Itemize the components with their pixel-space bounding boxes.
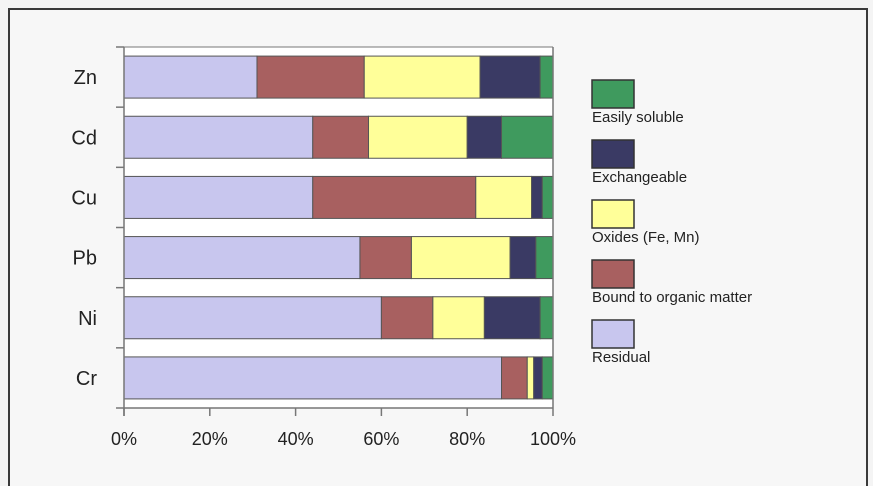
x-tick-label: 80% xyxy=(449,429,485,449)
bar-cr-exchangeable xyxy=(533,356,543,400)
bar-cr-residual xyxy=(123,356,503,400)
bar-ni-easily-soluble xyxy=(539,296,554,340)
bar-zn-oxides-fe-mn xyxy=(363,55,481,99)
legend-label: Residual xyxy=(592,349,650,366)
category-label: Cd xyxy=(71,127,97,149)
legend-label: Bound to organic matter xyxy=(592,289,752,306)
bar-cd-residual xyxy=(123,115,314,159)
bar-cd-bound-to-organic-matter xyxy=(312,115,370,159)
bar-zn-easily-soluble xyxy=(539,55,554,99)
category-label: Pb xyxy=(73,248,97,270)
category-label: Cr xyxy=(76,368,97,390)
bar-zn-bound-to-organic-matter xyxy=(256,55,365,99)
bar-cd-exchangeable xyxy=(466,115,503,159)
legend-label: Oxides (Fe, Mn) xyxy=(592,229,700,246)
legend-swatch xyxy=(591,199,635,229)
plot-area xyxy=(124,47,553,408)
legend-swatch xyxy=(591,259,635,289)
bar-pb-easily-soluble xyxy=(535,236,554,280)
bar-cr-bound-to-organic-matter xyxy=(501,356,528,400)
legend-swatch xyxy=(591,79,635,109)
bar-ni-residual xyxy=(123,296,382,340)
bar-cr-oxides-fe-mn xyxy=(526,356,535,400)
category-label: Cu xyxy=(71,187,97,209)
legend-swatch xyxy=(591,319,635,349)
bar-ni-oxides-fe-mn xyxy=(432,296,485,340)
legend-label: Easily soluble xyxy=(592,109,684,126)
bar-cu-oxides-fe-mn xyxy=(475,175,533,219)
x-tick-label: 60% xyxy=(363,429,399,449)
bar-pb-residual xyxy=(123,236,361,280)
bar-zn-residual xyxy=(123,55,258,99)
bar-cu-bound-to-organic-matter xyxy=(312,175,477,219)
x-tick-label: 20% xyxy=(192,429,228,449)
x-tick-label: 0% xyxy=(111,429,137,449)
bar-cu-easily-soluble xyxy=(541,175,554,219)
bar-pb-exchangeable xyxy=(509,236,537,280)
bar-cd-oxides-fe-mn xyxy=(368,115,468,159)
bar-cu-residual xyxy=(123,175,314,219)
bar-ni-bound-to-organic-matter xyxy=(380,296,434,340)
category-label: Ni xyxy=(78,308,97,330)
bar-cd-easily-soluble xyxy=(501,115,554,159)
bar-cr-easily-soluble xyxy=(541,356,554,400)
x-tick-label: 40% xyxy=(278,429,314,449)
bar-pb-bound-to-organic-matter xyxy=(359,236,412,280)
legend-swatch xyxy=(591,139,635,169)
category-label: Zn xyxy=(74,67,97,89)
legend-label: Exchangeable xyxy=(592,169,687,186)
bar-ni-exchangeable xyxy=(483,296,541,340)
x-tick-label: 100% xyxy=(530,429,576,449)
bar-cu-exchangeable xyxy=(531,175,543,219)
bar-pb-oxides-fe-mn xyxy=(410,236,511,280)
bar-zn-exchangeable xyxy=(479,55,541,99)
